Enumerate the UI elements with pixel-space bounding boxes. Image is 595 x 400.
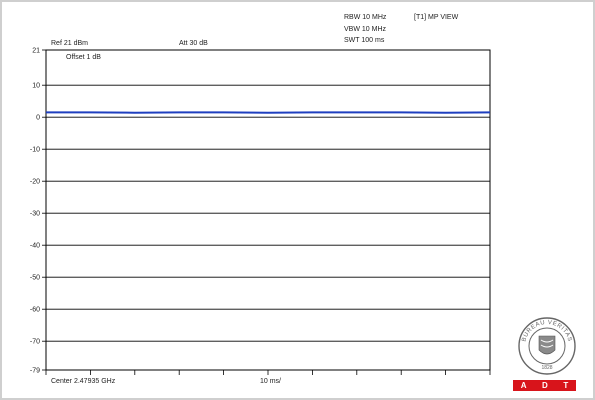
adt-letter-a: A <box>520 381 527 390</box>
tick-label-y: -20 <box>30 179 40 186</box>
adt-letter-t: T <box>563 381 569 390</box>
tick-label-y: -50 <box>30 275 40 282</box>
attenuation-label: Att 30 dB <box>179 40 208 47</box>
bureau-veritas-logo-icon: BUREAU VERITAS 1828 <box>518 317 576 375</box>
tick-label-y: 0 <box>36 115 40 122</box>
adt-letter-d: D <box>542 381 548 390</box>
adt-banner: A D T <box>513 380 576 391</box>
logo-year: 1828 <box>541 365 552 371</box>
swt-label: SWT 100 ms <box>344 37 385 44</box>
tick-label-y: -30 <box>30 211 40 218</box>
tick-label-y: 21 <box>32 48 40 55</box>
trace-mode-label: [T1] MP VIEW <box>414 14 459 21</box>
ref-level-label: Ref 21 dBm <box>51 40 88 47</box>
rbw-label: RBW 10 MHz <box>344 14 387 21</box>
tick-label-y: -79 <box>30 368 40 375</box>
sweep-per-division-label: 10 ms/ <box>260 378 282 385</box>
offset-label: Offset 1 dB <box>66 54 101 61</box>
tick-label-y: -60 <box>30 307 40 314</box>
tick-label-y: -40 <box>30 243 40 250</box>
plot-frame <box>45 49 491 371</box>
tick-label-y: 10 <box>32 83 40 90</box>
vbw-label: VBW 10 MHz <box>344 26 387 33</box>
center-frequency-label: Center 2.47935 GHz <box>51 378 116 385</box>
tick-label-y: -70 <box>30 339 40 346</box>
tick-label-y: -10 <box>30 147 40 154</box>
